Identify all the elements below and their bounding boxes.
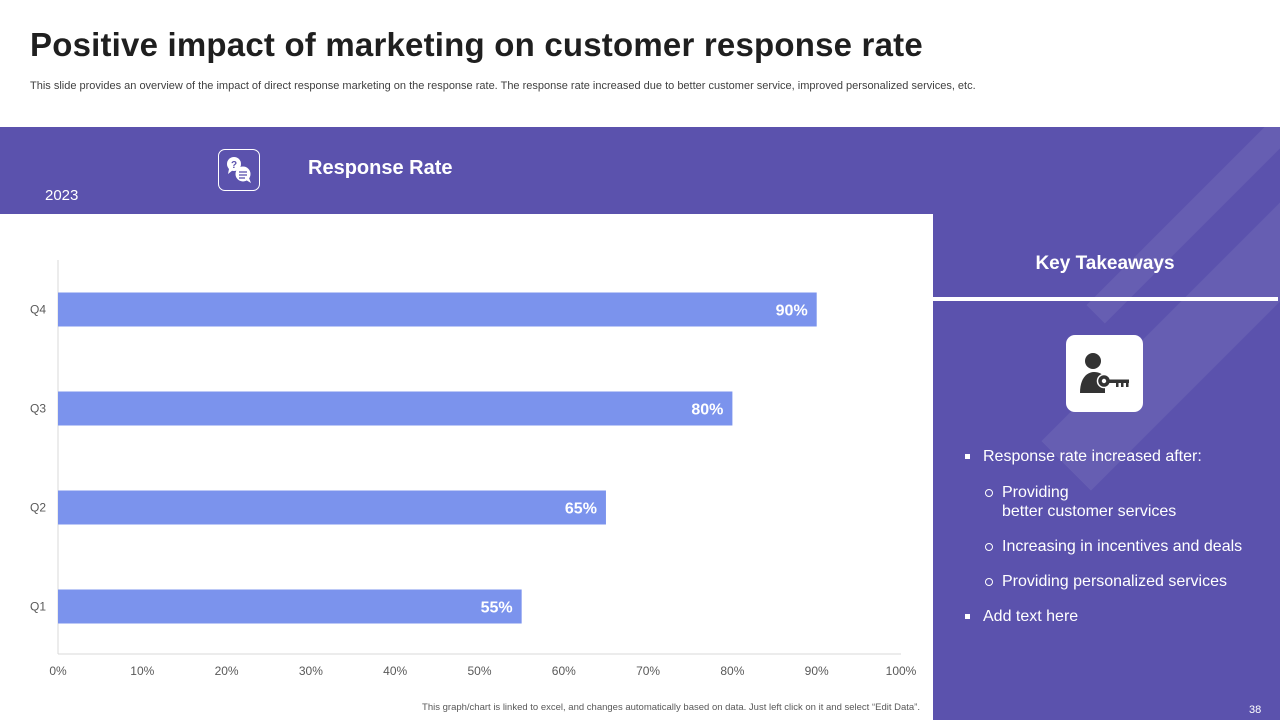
page-title: Positive impact of marketing on customer… bbox=[30, 26, 923, 63]
data-label-q1: 55% bbox=[481, 600, 513, 617]
category-label-q2: Q2 bbox=[30, 501, 46, 515]
page-number: 38 bbox=[1249, 704, 1262, 716]
chart-year: 2023 bbox=[45, 187, 79, 204]
user-key-icon bbox=[1066, 335, 1143, 412]
data-label-q3: 80% bbox=[691, 402, 723, 419]
takeaways-divider bbox=[933, 297, 1278, 301]
square-bullet-icon bbox=[965, 454, 970, 459]
square-bullet-icon bbox=[965, 614, 970, 619]
bar-q2 bbox=[58, 490, 606, 525]
category-label-q4: Q4 bbox=[30, 303, 46, 317]
data-label-q4: 90% bbox=[776, 303, 808, 320]
bar-q4 bbox=[58, 292, 817, 327]
category-label-q3: Q3 bbox=[30, 402, 46, 416]
takeaway-text: Response rate increased after: bbox=[983, 448, 1202, 465]
chart-title: Response Rate bbox=[308, 157, 453, 179]
takeaway-text: Providing personalized services bbox=[1002, 573, 1227, 590]
x-tick-label: 50% bbox=[467, 664, 491, 678]
category-label-q1: Q1 bbox=[30, 600, 46, 614]
bar-chart: 55% Q1 65% Q2 80% Q3 90% Q4 0% 10% 20% 30% 40% 50% 60%… bbox=[30, 260, 917, 678]
x-tick-label: 0% bbox=[49, 664, 67, 678]
takeaway-text: Increasing in incentives and deals bbox=[1002, 538, 1243, 555]
circle-bullet-icon bbox=[985, 489, 993, 497]
data-label-q2: 65% bbox=[565, 501, 597, 518]
x-tick-label: 20% bbox=[215, 664, 239, 678]
bar-q3 bbox=[58, 391, 733, 426]
x-tick-label: 10% bbox=[130, 664, 154, 678]
x-tick-label: 90% bbox=[805, 664, 829, 678]
takeaways-title: Key Takeaways bbox=[1035, 253, 1175, 274]
x-tick-label: 60% bbox=[552, 664, 576, 678]
x-tick-label: 30% bbox=[299, 664, 323, 678]
x-tick-label: 80% bbox=[720, 664, 744, 678]
question-chat-icon: ? bbox=[218, 149, 260, 191]
takeaway-text: Add text here bbox=[983, 608, 1079, 625]
page-subtitle: This slide provides an overview of the i… bbox=[30, 80, 976, 92]
svg-text:?: ? bbox=[231, 160, 237, 171]
bar-q1 bbox=[58, 589, 522, 624]
x-tick-label: 70% bbox=[636, 664, 660, 678]
footnote: This graph/chart is linked to excel, and… bbox=[422, 702, 920, 713]
x-tick-label: 100% bbox=[886, 664, 917, 678]
circle-bullet-icon bbox=[985, 578, 993, 586]
circle-bullet-icon bbox=[985, 543, 993, 551]
x-tick-label: 40% bbox=[383, 664, 407, 678]
takeaway-text: Providing better customer services bbox=[1002, 484, 1177, 520]
